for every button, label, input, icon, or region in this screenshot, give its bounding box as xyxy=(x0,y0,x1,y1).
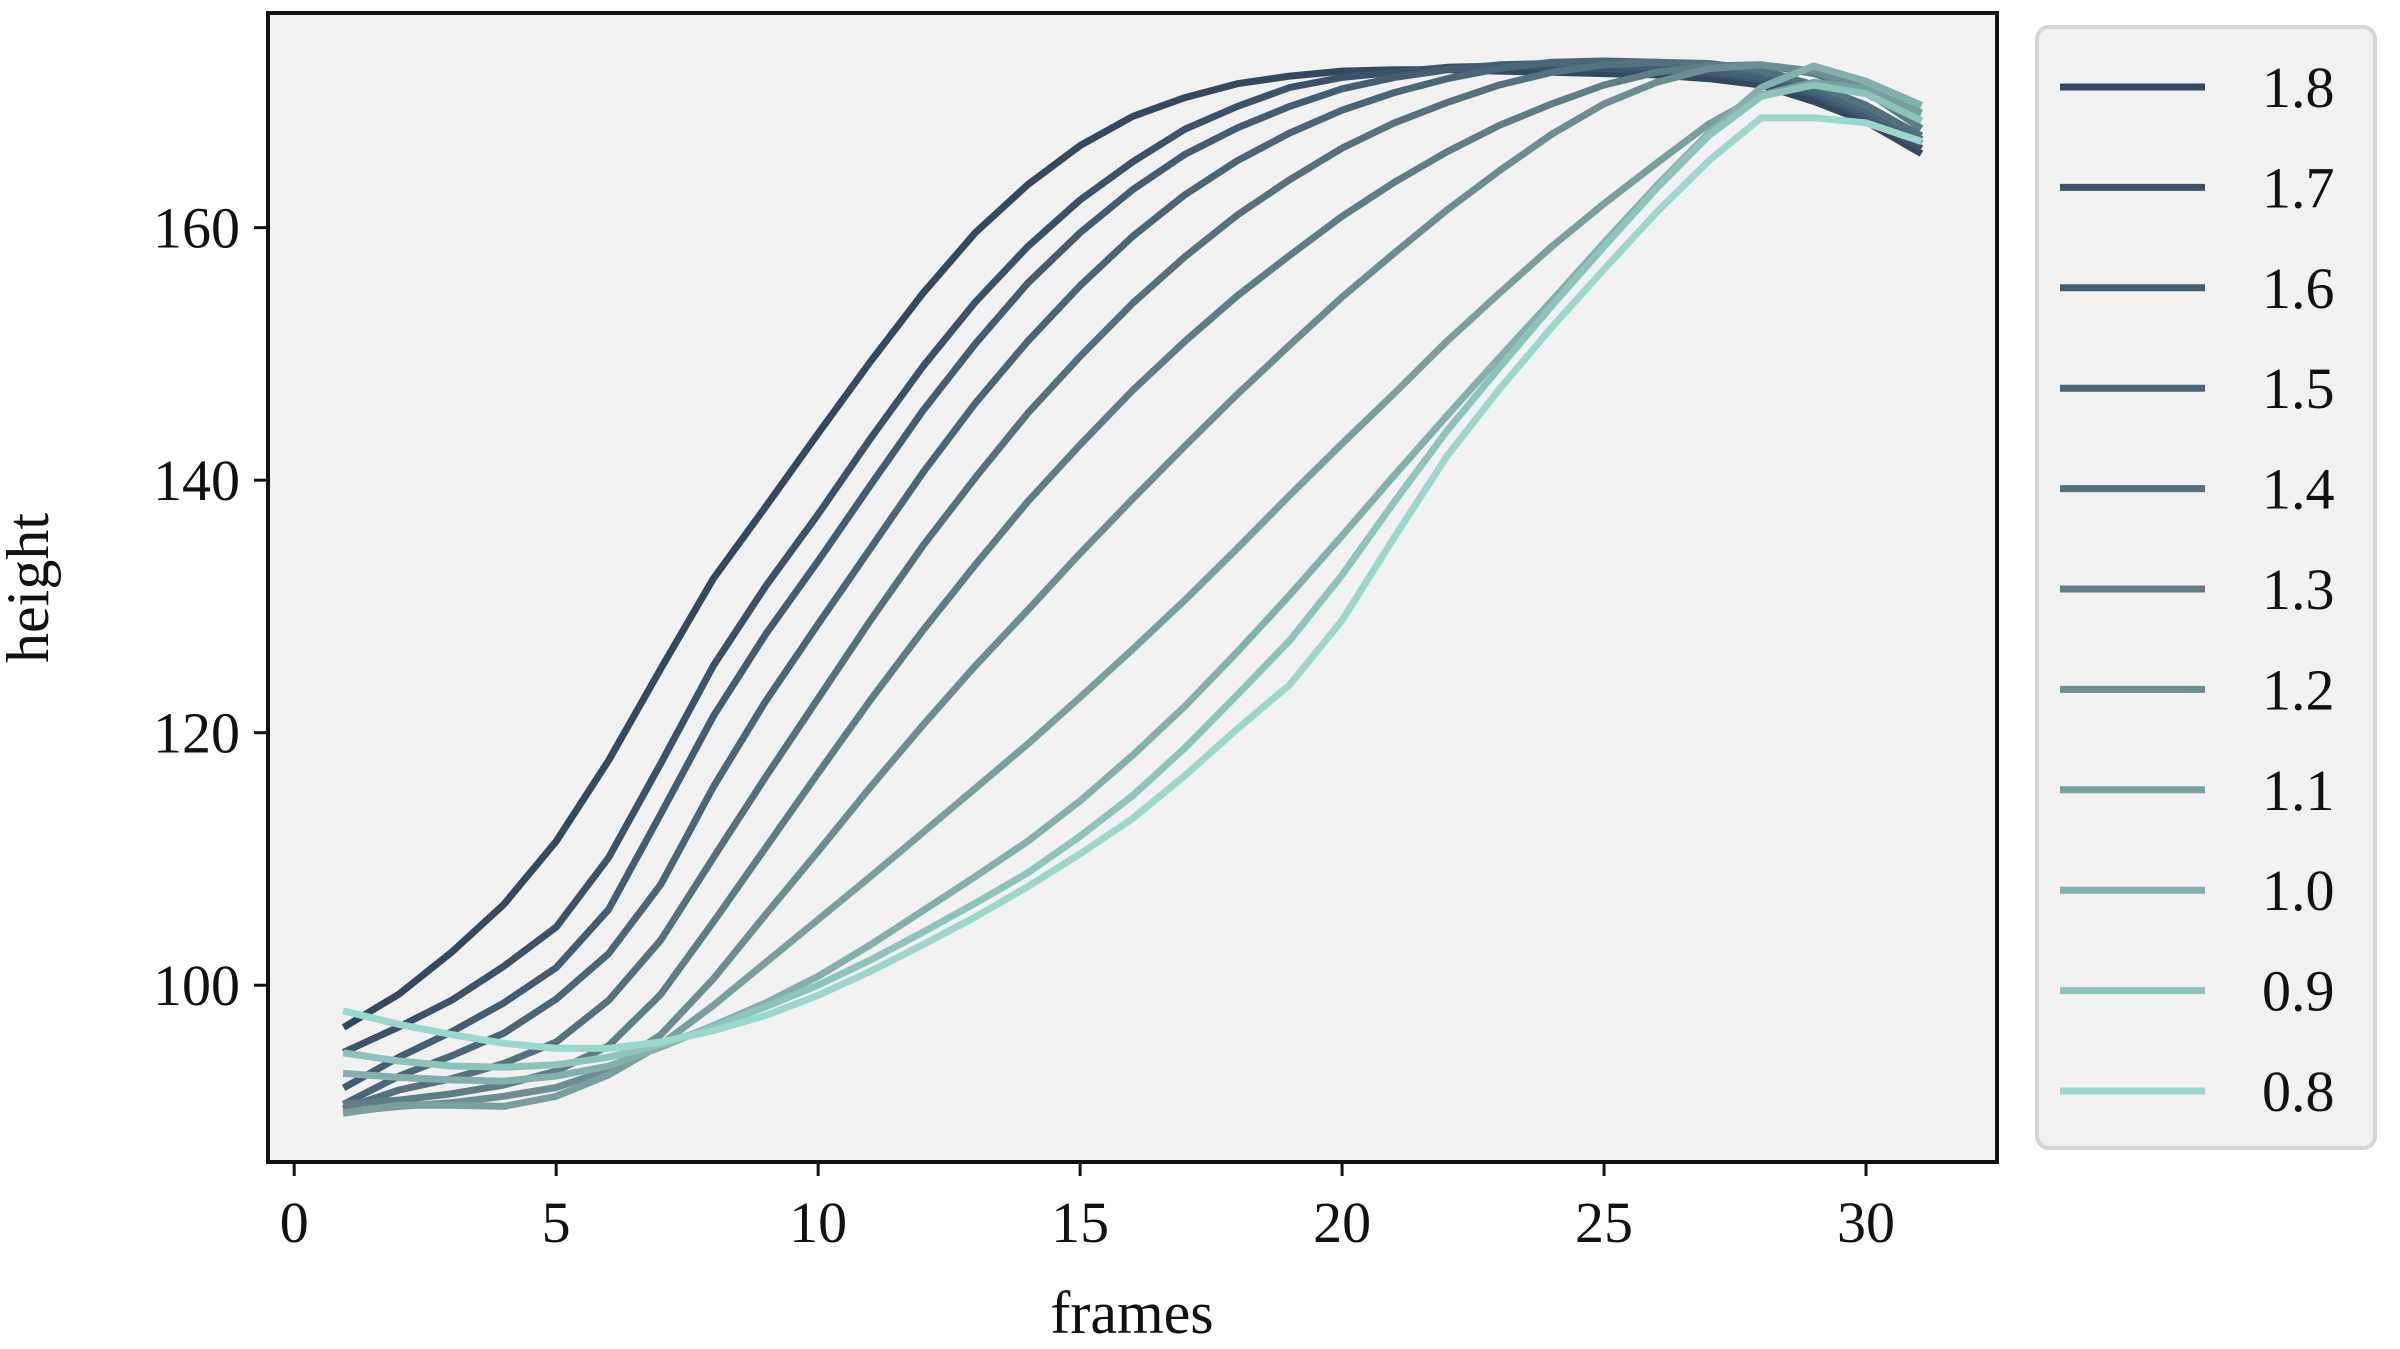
series-line-4 xyxy=(342,58,1924,1113)
legend-box xyxy=(2035,25,2377,1150)
x-axis-ticks: 0 5 10 15 20 25 30 xyxy=(280,1162,1895,1255)
x-axis-label: frames xyxy=(1050,1280,1213,1346)
x-tick-label: 20 xyxy=(1313,1190,1371,1255)
legend-label-5: 1.3 xyxy=(2262,557,2335,622)
series-line-10 xyxy=(342,114,1923,1052)
series-line-6 xyxy=(342,61,1924,1116)
x-tick-label: 10 xyxy=(789,1190,847,1255)
y-tick-label: 100 xyxy=(153,953,240,1018)
legend-label-7: 1.1 xyxy=(2262,758,2335,823)
legend: 1.8 1.7 1.6 1.5 1.4 1.3 1.2 1.1 1.0 0.9 0.8 xyxy=(2035,25,2377,1150)
y-tick-label: 160 xyxy=(153,196,240,261)
x-tick-label: 0 xyxy=(280,1190,309,1255)
legend-label-0: 1.8 xyxy=(2262,55,2335,120)
legend-label-10: 0.8 xyxy=(2262,1059,2335,1124)
y-axis-label: height xyxy=(0,513,61,663)
legend-label-3: 1.5 xyxy=(2262,356,2335,421)
legend-items: 1.8 1.7 1.6 1.5 1.4 1.3 1.2 1.1 1.0 0.9 0.8 xyxy=(2060,55,2335,1124)
x-tick-label: 30 xyxy=(1837,1190,1895,1255)
series-line-7 xyxy=(342,78,1924,1117)
legend-label-8: 1.0 xyxy=(2262,858,2335,923)
y-axis-ticks: 100 120 140 160 xyxy=(153,196,268,1018)
legend-label-4: 1.4 xyxy=(2262,457,2335,522)
series-line-9 xyxy=(342,81,1924,1071)
plot-frame xyxy=(266,11,1999,1164)
legend-label-1: 1.7 xyxy=(2262,155,2335,220)
x-tick-label: 5 xyxy=(542,1190,571,1255)
y-tick-label: 140 xyxy=(153,448,240,513)
legend-label-2: 1.6 xyxy=(2262,256,2335,321)
x-tick-label: 25 xyxy=(1575,1190,1633,1255)
x-tick-label: 15 xyxy=(1051,1190,1109,1255)
legend-label-9: 0.9 xyxy=(2262,959,2335,1024)
legend-label-6: 1.2 xyxy=(2262,657,2335,722)
y-tick-label: 120 xyxy=(153,701,240,766)
series-line-2 xyxy=(341,60,1924,1091)
series-lines xyxy=(341,57,1924,1117)
